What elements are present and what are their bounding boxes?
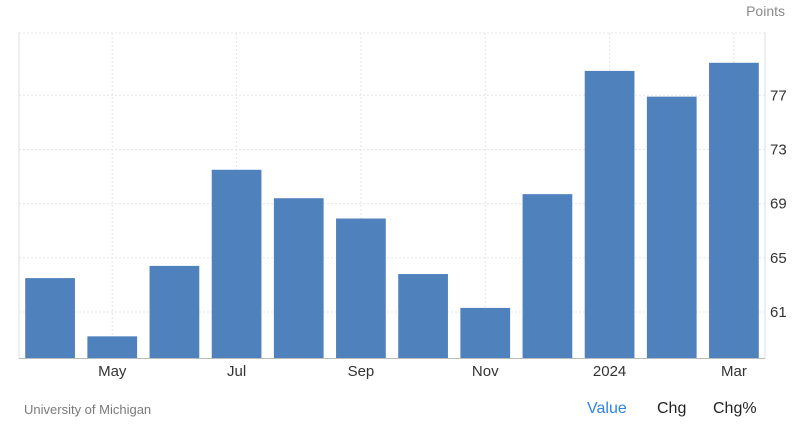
y-tick-label-1: 65	[770, 250, 787, 267]
source-label: University of Michigan	[24, 402, 152, 417]
x-tick-label-sep: Sep	[348, 363, 375, 380]
y-tick-label-3: 73	[770, 141, 787, 158]
x-tick-label-2024: 2024	[593, 363, 626, 380]
tab-value[interactable]: Value	[587, 400, 627, 417]
bar-dec	[522, 194, 573, 358]
bar-aug	[273, 198, 324, 358]
x-tick-label-mar: Mar	[721, 363, 747, 380]
y-tick-label-0: 61	[770, 304, 787, 321]
x-tick-label-may: May	[98, 363, 127, 380]
x-tick-label-jul: Jul	[227, 363, 246, 380]
x-tick-label-nov: Nov	[472, 363, 499, 380]
tab-chg[interactable]: Chg	[657, 400, 687, 417]
bar-2024	[584, 70, 635, 359]
y-tick-label-2: 69	[770, 196, 787, 213]
bar-feb	[646, 96, 697, 358]
bar-may	[87, 336, 138, 358]
bar-sep	[336, 218, 386, 358]
bar-nov	[460, 307, 511, 358]
mode-tabs: Value Chg Chg%	[0, 400, 799, 422]
y-tick-label-4: 77	[770, 87, 787, 104]
bar-jun	[149, 265, 200, 358]
bar-mar	[709, 62, 759, 359]
bar-apr	[25, 278, 75, 358]
bar-jul	[211, 169, 262, 358]
tab-chg-percent[interactable]: Chg%	[713, 400, 757, 417]
bar-chart: 61 65 69 73 77 May Jul Sep Nov 2024 Mar	[18, 32, 787, 380]
unit-label: Points	[746, 3, 785, 19]
bar-oct	[398, 274, 448, 358]
